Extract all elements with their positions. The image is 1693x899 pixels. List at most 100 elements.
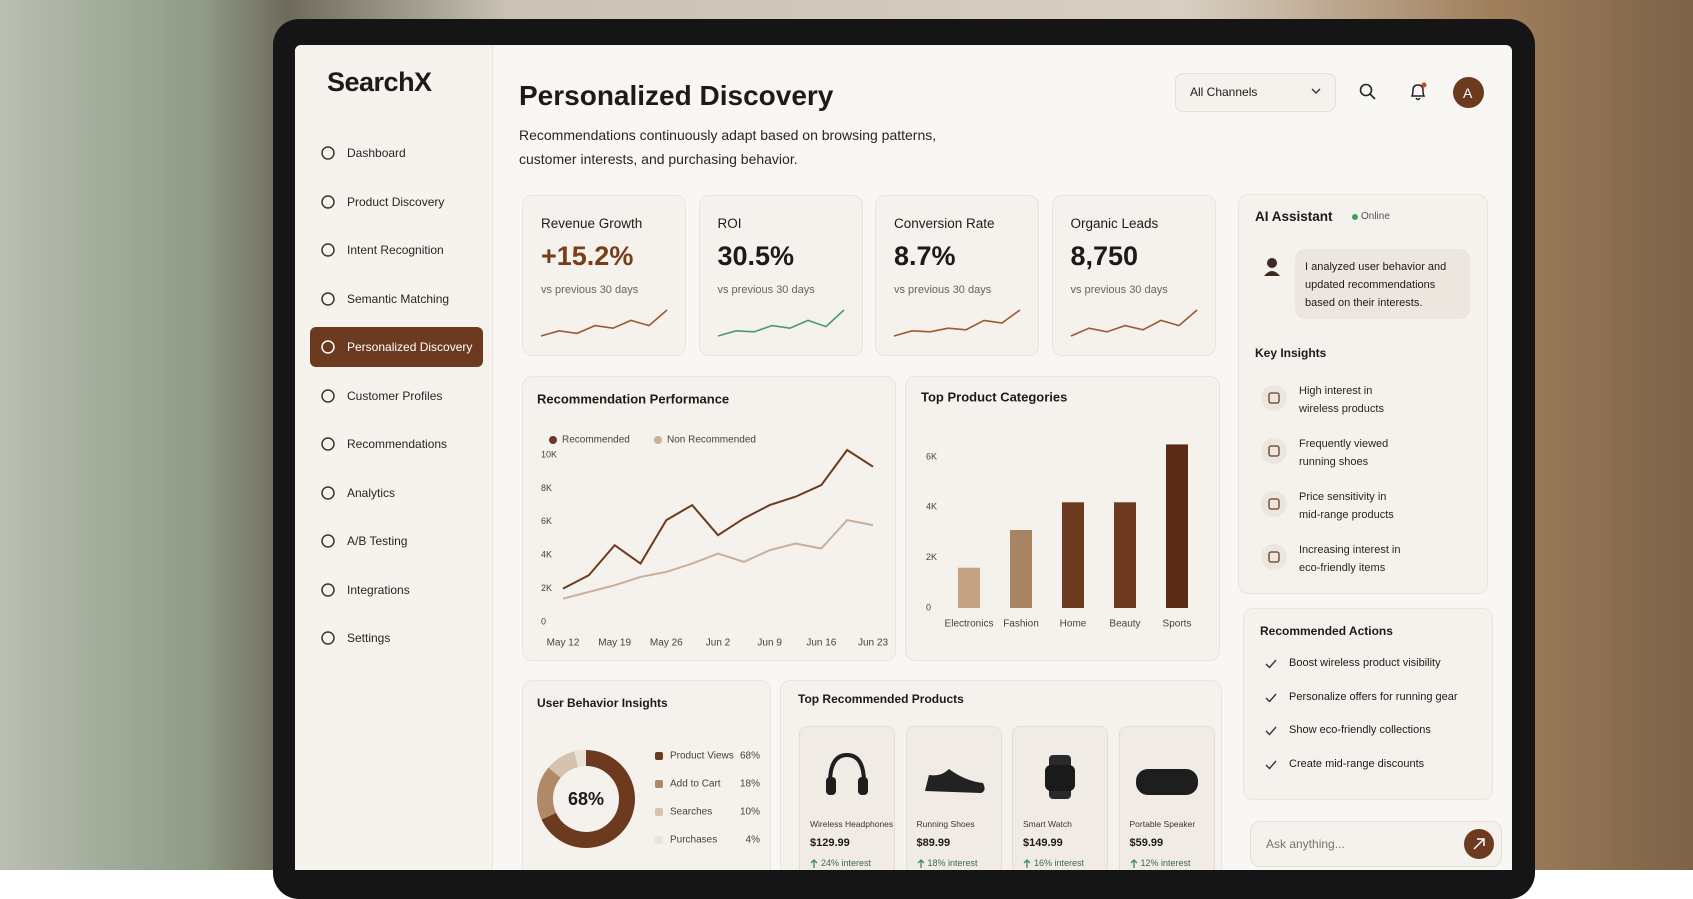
chart-title: Top Product Categories [921,389,1067,404]
legend-label: Purchases [670,835,717,846]
search-circle [1359,83,1373,97]
actions-title: Recommended Actions [1260,624,1393,638]
product-tile[interactable]: Portable Speaker $59.99 12% interest [1118,726,1215,870]
action-item[interactable]: Personalize offers for running gear [1289,690,1458,703]
x-tick-label: Jun 2 [706,638,731,649]
nav-item[interactable]: Recommendations [347,437,448,451]
kpi-note: vs previous 30 days [894,284,992,296]
product-image [1045,765,1075,791]
product-image-frame [1045,755,1075,799]
product-name: Wireless Headphones [810,819,894,829]
nav-item[interactable]: Customer Profiles [347,388,443,403]
action-item[interactable]: Boost wireless product visibility [1289,657,1441,669]
check-icon [1265,726,1277,736]
channel-select[interactable]: All Channels [1175,73,1336,112]
donut-chart: User Behavior Insights Product Views 68% Ad… [537,696,760,848]
donut-center-label: 68% [568,789,604,809]
nav-icon [321,534,335,548]
nav-icon [321,146,335,160]
nav-icon [321,291,335,306]
product-price: $59.99 [1129,837,1164,849]
nav-item[interactable]: Settings [347,631,391,645]
sparkline [717,309,845,337]
kpi-card: Revenue Growth +15.2% vs previous 30 days [522,195,686,356]
legend-value: 10% [740,807,760,818]
nav-item[interactable]: Dashboard [347,146,406,160]
ask-input[interactable]: Ask anything... [1250,821,1502,867]
insight-icon [1261,438,1287,464]
chart-card: Recommendation Performance 0 2K 4K 6K 8K 10K Ma… [522,376,896,661]
action-item[interactable]: Show eco-friendly collections [1289,724,1431,736]
insight-icon-shape [1268,392,1280,404]
legend-marker [654,436,662,444]
product-interest: 18% interest [927,858,978,868]
product-name: Portable Speaker [1129,819,1196,829]
bot-body [1264,271,1280,276]
donut-segment [537,750,635,848]
check-icon [1265,760,1277,770]
chevron [1311,88,1321,94]
assistant-message: I analyzed user behavior and updated rec… [1295,249,1470,319]
check [1265,659,1277,669]
x-tick-label: Home [1060,619,1087,630]
x-tick-label: May 12 [547,638,580,649]
product-image [1135,769,1198,795]
nav-item[interactable]: Integrations [347,582,410,597]
action-item[interactable]: Create mid-range discounts [1289,757,1425,770]
screen: SearchX Dashboard Product Discovery Intent … [295,45,1512,870]
interest-arrow [1130,859,1137,868]
nav-item[interactable]: Product Discovery [347,194,445,209]
nav-icon-shape [321,437,335,451]
nav-item[interactable]: Semantic Matching [347,291,450,306]
nav-icon [321,388,335,403]
search-handle [1369,93,1376,100]
product-tile[interactable]: Running Shoes $89.99 18% interest [905,726,1002,870]
chart-title: Recommendation Performance [537,391,729,406]
nav-icon-shape [321,388,335,403]
nav-item[interactable]: Personalized Discovery [347,340,473,354]
y-tick-label: 2K [541,583,552,593]
insight-item: Frequently viewed running shoes [1299,438,1389,468]
assistant-card: AI Assistant Online I analyzed user behavi… [1238,194,1488,594]
avatar[interactable]: A [1453,77,1484,108]
send-icon [1473,838,1485,850]
legend-label: Add to Cart [670,779,721,790]
legend-label: Searches [670,807,712,818]
bell-icon [1410,82,1427,101]
kpi-card: Organic Leads 8,750 vs previous 30 days [1051,195,1216,356]
ask-placeholder: Ask anything... [1266,837,1345,851]
product-interest: 12% interest [1140,858,1191,868]
insight-icon-bg [1261,491,1287,517]
insight-item: Increasing interest in eco-friendly item… [1299,544,1401,574]
x-tick-label: Jun 23 [858,638,888,649]
nav-icon [321,582,335,597]
nav-icon-shape [321,243,335,257]
chevron-icon [1311,88,1321,94]
nav-icon-shape [321,582,335,597]
product-image [826,777,836,795]
nav-item[interactable]: Intent Recognition [347,243,444,257]
bar [1062,502,1084,608]
chart-title: User Behavior Insights [537,696,668,710]
kpi-note: vs previous 30 days [541,284,639,296]
nav-item[interactable]: A/B Testing [347,534,408,548]
insight-item: High interest in wireless products [1299,385,1384,415]
kpi-label: Conversion Rate [894,216,995,231]
check-icon [1265,693,1277,703]
product-tile[interactable]: Wireless Headphones $129.99 24% interest [799,726,895,870]
kpi-label: Revenue Growth [541,216,643,231]
product-image [858,777,868,795]
nav-item[interactable]: Analytics [347,485,396,500]
status-dot-shape [1352,214,1358,220]
nav-icon [321,485,335,500]
nav-icon-shape [321,146,335,160]
product-image [924,769,985,793]
send-button[interactable] [1464,829,1494,859]
bell-dot [1421,82,1427,88]
sparkline [1070,309,1198,337]
product-tile[interactable]: Smart Watch $149.99 16% interest [1012,726,1108,870]
x-tick-label: Jun 16 [806,638,836,649]
legend-marker [549,436,557,444]
nav-icon-shape [321,485,335,500]
